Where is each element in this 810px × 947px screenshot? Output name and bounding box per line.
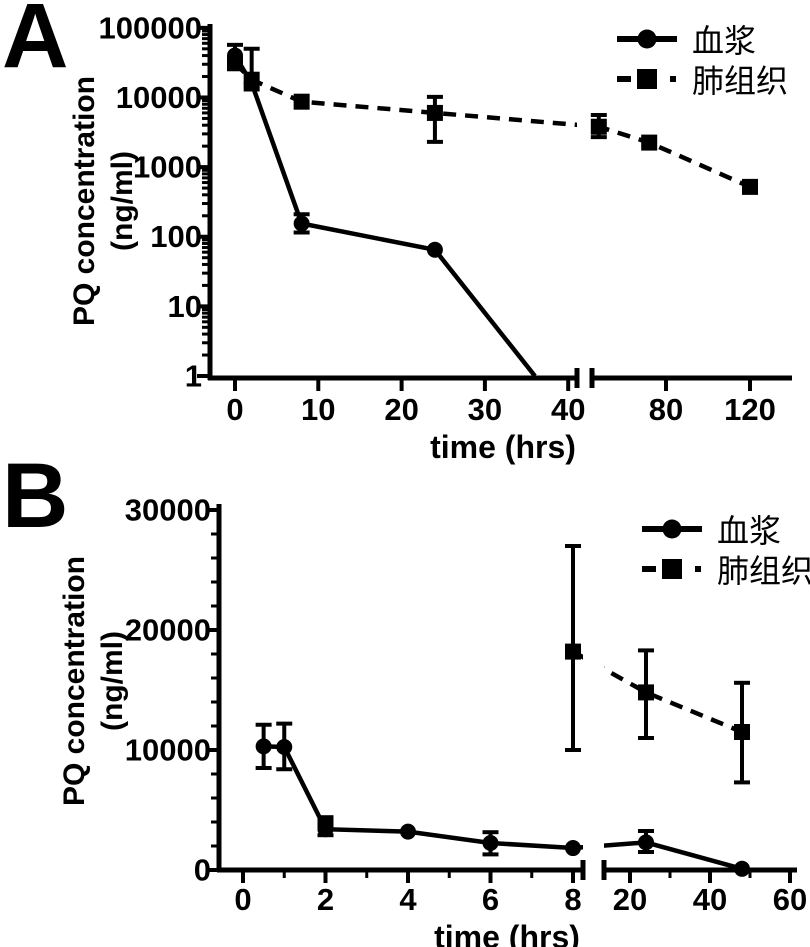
chart-b-canvas: 30000 20000 10000 00 2 4 6 8 20 40 60 bbox=[125, 493, 807, 918]
svg-text:100000: 100000 bbox=[99, 10, 202, 45]
svg-text:10: 10 bbox=[168, 289, 202, 324]
svg-text:4: 4 bbox=[399, 882, 417, 917]
legend-label-plasma: 血浆 bbox=[692, 23, 757, 59]
plasma-marker-icon bbox=[617, 29, 677, 49]
legend-item-plasma: 血浆 bbox=[615, 19, 788, 59]
plasma-marker-icon bbox=[642, 519, 702, 539]
svg-text:60: 60 bbox=[773, 882, 807, 917]
svg-text:120: 120 bbox=[724, 392, 776, 427]
legend-item-lung: 肺组织 bbox=[615, 59, 788, 99]
legend-item-plasma: 血浆 bbox=[640, 509, 810, 549]
panel-b-legend: 血浆 肺组织 bbox=[640, 509, 810, 589]
svg-text:20: 20 bbox=[384, 392, 418, 427]
panel-b-x-axis-title: time (hrs) bbox=[434, 919, 580, 947]
panel-a-label: A bbox=[2, 0, 68, 87]
panel-a: A PQ concentration (ng/ml) 100000 10000 10… bbox=[0, 0, 810, 465]
panel-a-x-axis-title: time (hrs) bbox=[430, 429, 576, 465]
svg-text:10: 10 bbox=[301, 392, 335, 427]
svg-text:1000: 1000 bbox=[133, 150, 202, 185]
svg-text:6: 6 bbox=[482, 882, 499, 917]
legend-item-lung: 肺组织 bbox=[640, 549, 810, 589]
svg-text:30: 30 bbox=[468, 392, 502, 427]
svg-text:100: 100 bbox=[150, 219, 202, 254]
svg-text:0: 0 bbox=[234, 882, 251, 917]
svg-text:2: 2 bbox=[317, 882, 334, 917]
lung-marker-icon bbox=[642, 559, 701, 579]
legend-label-plasma: 血浆 bbox=[717, 513, 782, 549]
chart-a-canvas: 100000 10000 1000 100 10 10 10 20 30 40 80 120 bbox=[99, 10, 792, 427]
svg-text:0: 0 bbox=[194, 853, 211, 888]
panel-b-label: B bbox=[2, 445, 68, 547]
svg-text:30000: 30000 bbox=[125, 493, 211, 528]
svg-text:20: 20 bbox=[613, 882, 647, 917]
svg-text:10000: 10000 bbox=[125, 733, 211, 768]
legend-label-lung: 肺组织 bbox=[692, 63, 789, 99]
svg-text:20000: 20000 bbox=[125, 613, 211, 648]
panel-b: B PQ concentration (ng/ml) 30000 20000 100… bbox=[0, 450, 810, 947]
svg-text:80: 80 bbox=[649, 392, 683, 427]
legend-label-lung: 肺组织 bbox=[717, 553, 810, 589]
panel-a-legend: 血浆 肺组织 bbox=[615, 19, 788, 99]
svg-text:8: 8 bbox=[564, 882, 581, 917]
svg-text:0: 0 bbox=[226, 392, 243, 427]
svg-text:1: 1 bbox=[185, 359, 202, 394]
svg-text:40: 40 bbox=[551, 392, 585, 427]
lung-marker-icon bbox=[617, 69, 676, 89]
svg-text:10000: 10000 bbox=[116, 80, 202, 115]
svg-text:40: 40 bbox=[693, 882, 727, 917]
